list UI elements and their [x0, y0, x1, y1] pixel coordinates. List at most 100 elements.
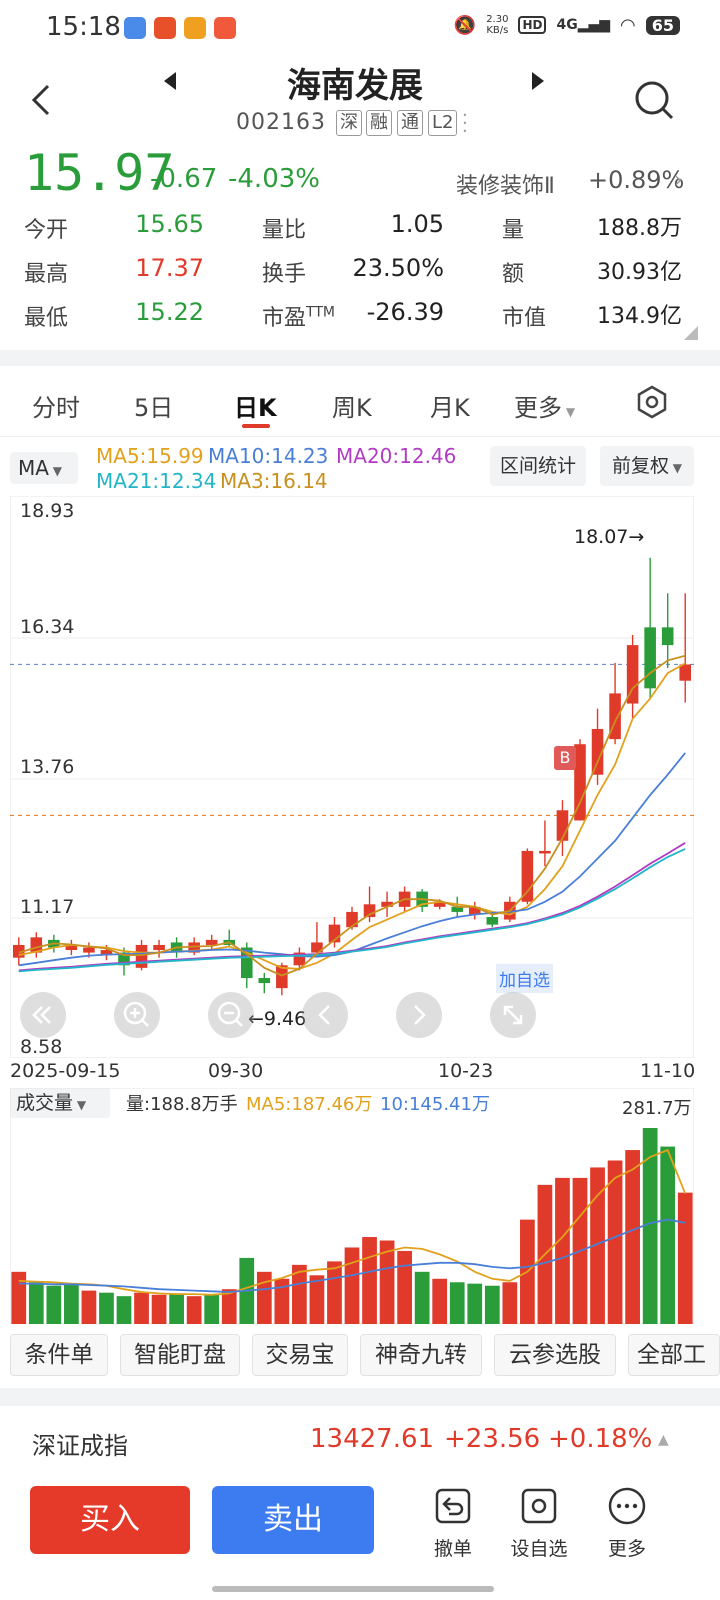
caret-up-icon[interactable]: ▲ [658, 1432, 669, 1448]
more-dots-icon[interactable]: · · · [462, 105, 468, 142]
volume-bar [274, 1278, 290, 1324]
low-label: 最低 [24, 306, 69, 331]
volume-value: 188.8万 [597, 216, 682, 241]
chart-settings-button[interactable] [634, 384, 670, 420]
volume-bar [449, 1282, 465, 1324]
search-button[interactable] [632, 78, 676, 122]
add-watchlist-label: 设自选 [510, 1538, 568, 1560]
hexagon-settings-icon [637, 385, 667, 419]
cancel-order-button[interactable]: 撤单 [418, 1486, 488, 1561]
app-notification-icon [154, 17, 176, 39]
back-button[interactable] [28, 80, 58, 120]
ma3-label: MA3:16.14 [220, 469, 328, 493]
volume-bar [344, 1247, 360, 1324]
fullscreen-button[interactable] [490, 992, 536, 1038]
candle-body [591, 728, 604, 775]
candle-body [521, 850, 534, 902]
candle-body [65, 944, 78, 951]
volume-bar [28, 1282, 44, 1324]
candle-body [153, 944, 165, 951]
volume-bar [607, 1160, 623, 1324]
candle-body [205, 939, 218, 945]
kline-chart[interactable] [10, 496, 694, 1058]
candle-body [363, 904, 376, 918]
tool-trade-treasure[interactable]: 交易宝 [252, 1334, 348, 1376]
volume-label: 量:188.8万手 [126, 1094, 238, 1115]
y-axis-label-top: 18.93 [20, 500, 75, 522]
next-stock-button[interactable] [526, 70, 548, 92]
volume-bar [169, 1293, 184, 1324]
hd-icon: HD [518, 16, 547, 34]
chevron-right-icon[interactable]: › [674, 168, 683, 193]
interval-stats-button[interactable]: 区间统计 [490, 446, 586, 486]
prev-stock-button[interactable] [160, 70, 182, 92]
adjust-select[interactable]: 前复权 ▼ [600, 446, 694, 486]
volume-bar [256, 1271, 272, 1324]
status-time: 15:18 [46, 12, 121, 42]
ma10-label: MA10:14.23 [208, 444, 329, 468]
candle-body [433, 901, 446, 907]
volume-ratio-value: 1.05 [390, 210, 444, 238]
volume-bar [292, 1264, 307, 1324]
indicator-select[interactable]: MA ▼ [10, 452, 78, 484]
candle-body [83, 947, 95, 953]
tool-cloud-picks[interactable]: 云参选股 [494, 1334, 616, 1376]
caret-left-icon [164, 72, 176, 90]
volume-bar [81, 1290, 97, 1324]
buy-button[interactable]: 买入 [30, 1486, 190, 1554]
tab-monthly-k[interactable]: 月K [430, 394, 470, 422]
volume-chart[interactable] [10, 1088, 694, 1324]
volume-max-label: 281.7万 [622, 1098, 692, 1119]
volume-bar [467, 1283, 483, 1324]
app-notification-icon [124, 17, 146, 39]
tool-smart-watch[interactable]: 智能盯盘 [120, 1334, 240, 1376]
tab-daily-k[interactable]: 日K [234, 394, 277, 422]
tab-weekly-k[interactable]: 周K [332, 394, 372, 422]
candle-body [135, 944, 148, 968]
chevron-right-icon [414, 1005, 426, 1025]
zoom-out-button[interactable] [208, 992, 254, 1038]
volume-bar [11, 1271, 27, 1324]
zoom-in-button[interactable] [114, 992, 160, 1038]
candle-body [609, 693, 621, 740]
scroll-right-button[interactable] [396, 992, 442, 1038]
buy-signal-badge[interactable]: B [554, 746, 576, 770]
tab-more[interactable]: 更多 ▼ [514, 394, 576, 422]
last-price: 15.97 [24, 144, 175, 202]
tool-magic-nine[interactable]: 神奇九转 [360, 1334, 482, 1376]
tab-5day[interactable]: 5日 [134, 394, 174, 422]
y-axis-label-4: 11.17 [20, 896, 75, 918]
sector-name[interactable]: 装修装饰Ⅱ [456, 174, 555, 199]
add-watch-tag[interactable]: 加自选 [496, 964, 553, 993]
tab-intraday[interactable]: 分时 [32, 394, 80, 422]
index-change-pct: +0.18% [548, 1424, 653, 1454]
x-axis-date: 11-10 [640, 1060, 696, 1082]
volume-bar [362, 1237, 377, 1324]
tag-l2: L2 [428, 110, 458, 136]
volume-bar [502, 1282, 518, 1324]
ma21-line [18, 848, 686, 973]
tool-conditional-order[interactable]: 条件单 [10, 1334, 108, 1376]
scroll-left-button[interactable] [302, 992, 348, 1038]
zoom-out-icon [217, 1001, 243, 1027]
volume-bar [379, 1240, 395, 1324]
tabs-divider [0, 436, 720, 437]
index-change: +23.56 [444, 1424, 541, 1454]
volume-ma5-label: MA5:187.46万 [246, 1094, 373, 1115]
expand-corner-icon[interactable] [684, 326, 698, 340]
volume-ma10-line [18, 1218, 686, 1293]
open-label: 今开 [24, 218, 69, 243]
stock-code: 002163 [236, 110, 326, 135]
more-button[interactable]: 更多 [592, 1486, 662, 1561]
volume-indicator-select[interactable]: 成交量 ▼ [10, 1088, 110, 1118]
x-axis-date: 09-30 [208, 1060, 264, 1082]
tool-all[interactable]: 全部工 [628, 1334, 720, 1376]
candle-body [240, 947, 253, 978]
add-watchlist-button[interactable]: 设自选 [504, 1486, 574, 1561]
cancel-order-label: 撤单 [433, 1538, 472, 1560]
candle-body [346, 911, 358, 928]
volume-bar [116, 1296, 132, 1324]
sell-button[interactable]: 卖出 [212, 1486, 374, 1554]
sector-change-pct[interactable]: +0.89% [588, 166, 685, 194]
scroll-left-fast-button[interactable] [20, 992, 66, 1038]
